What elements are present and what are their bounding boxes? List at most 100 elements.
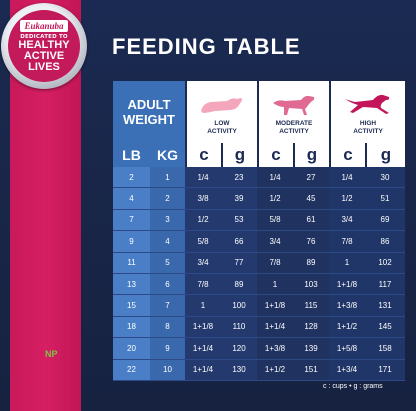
table-cell: 115 — [293, 295, 329, 317]
activity-header-high: HIGH ACTIVITY — [329, 81, 405, 143]
table-cell: 110 — [221, 316, 257, 339]
adult-weight-header-line: WEIGHT — [123, 112, 175, 127]
table-cell: 8 — [150, 316, 185, 339]
table-cell: 30 — [365, 167, 405, 189]
table-cell: 89 — [293, 252, 329, 274]
brand-badge-inner: Eukanuba DEDICATED TO HEALTHY ACTIVE LIV… — [8, 10, 80, 82]
activity-label-line: ACTIVITY — [207, 127, 237, 135]
table-cell: 3/4 — [185, 252, 221, 274]
table-cell: 3/4 — [329, 209, 365, 232]
feeding-table: ADULT WEIGHT LOW ACTIVITY MODERATE ACTIVITY HI… — [113, 81, 405, 381]
table-cell: 6 — [150, 274, 185, 296]
table-cell: 7 — [113, 209, 150, 232]
unit-header-kg-1: KG — [150, 143, 185, 167]
table-cell: 1+3/8 — [329, 295, 365, 317]
table-cell: 1+3/4 — [329, 359, 365, 381]
table-cell: 100 — [221, 295, 257, 317]
badge-tagline-line-1: HEALTHY — [18, 38, 70, 51]
table-cell: 117 — [365, 274, 405, 296]
table-cell: 22 — [113, 359, 150, 381]
unit-header-c-4: c — [257, 143, 293, 167]
table-cell: 151 — [293, 359, 329, 381]
badge-tagline-line-3: LIVES — [28, 60, 60, 73]
table-cell: 1/2 — [257, 188, 293, 210]
table-cell: 131 — [365, 295, 405, 317]
trotting-dog-icon — [269, 89, 319, 117]
table-cell: 23 — [221, 167, 257, 189]
page-title: FEEDING TABLE — [112, 34, 301, 59]
badge-tagline-small: DEDICATED TO — [20, 33, 68, 40]
table-cell: 1/2 — [329, 188, 365, 210]
table-cell: 3/8 — [185, 188, 221, 210]
table-cell: 51 — [365, 188, 405, 210]
table-cell: 1+5/8 — [329, 338, 365, 360]
table-cell: 120 — [221, 338, 257, 360]
table-cell: 45 — [293, 188, 329, 210]
resting-dog-icon — [197, 89, 247, 117]
table-cell: 5 — [150, 252, 185, 274]
unit-header-g-3: g — [221, 143, 257, 167]
table-cell: 89 — [221, 274, 257, 296]
table-cell: 7/8 — [185, 274, 221, 296]
table-cell: 3 — [150, 209, 185, 232]
table-cell: 5/8 — [185, 231, 221, 253]
table-cell: 158 — [365, 338, 405, 360]
table-cell: 7 — [150, 295, 185, 317]
table-cell: 1+1/8 — [329, 274, 365, 296]
table-cell: 4 — [113, 188, 150, 210]
table-cell: 1/4 — [185, 167, 221, 189]
table-cell: 145 — [365, 316, 405, 339]
table-cell: 1 — [185, 295, 221, 317]
table-cell: 1+1/4 — [185, 359, 221, 381]
table-cell: 1/4 — [329, 167, 365, 189]
table-cell: 53 — [221, 209, 257, 232]
table-cell: 11 — [113, 252, 150, 274]
activity-label: LOW ACTIVITY — [207, 120, 237, 136]
table-cell: 18 — [113, 316, 150, 339]
unit-header-g-7: g — [365, 143, 405, 167]
table-cell: 20 — [113, 338, 150, 360]
table-cell: 1+1/4 — [185, 338, 221, 360]
activity-label: MODERATE ACTIVITY — [276, 120, 313, 136]
table-cell: 1+1/8 — [257, 295, 293, 317]
activity-header-low: LOW ACTIVITY — [185, 81, 257, 143]
unit-header-c-2: c — [185, 143, 221, 167]
activity-label-line: LOW — [214, 119, 230, 127]
table-cell: 1+1/2 — [257, 359, 293, 381]
table-cell: 2 — [150, 188, 185, 210]
activity-label-line: MODERATE — [275, 119, 313, 127]
brand-logo: Eukanuba — [20, 19, 68, 32]
table-cell: 9 — [113, 231, 150, 253]
activity-label-line: HIGH — [359, 119, 377, 127]
table-cell: 1/2 — [185, 209, 221, 232]
adult-weight-header-line: ADULT — [127, 97, 171, 112]
unit-header-lb-0: LB — [113, 143, 150, 167]
table-cell: 66 — [221, 231, 257, 253]
adult-weight-header: ADULT WEIGHT — [113, 81, 185, 143]
table-cell: 1 — [150, 167, 185, 189]
table-cell: 3/4 — [257, 231, 293, 253]
table-cell: 7/8 — [329, 231, 365, 253]
table-cell: 4 — [150, 231, 185, 253]
table-cell: 1+1/4 — [257, 316, 293, 339]
activity-label-line: ACTIVITY — [279, 127, 309, 135]
table-cell: 128 — [293, 316, 329, 339]
activity-label-line: ACTIVITY — [353, 127, 383, 135]
unit-header-g-5: g — [293, 143, 329, 167]
badge-tagline-line-2: ACTIVE — [23, 49, 65, 62]
table-cell: 1 — [329, 252, 365, 274]
table-cell: 171 — [365, 359, 405, 381]
table-cell: 139 — [293, 338, 329, 360]
table-cell: 39 — [221, 188, 257, 210]
table-cell: 1+1/2 — [329, 316, 365, 339]
table-cell: 2 — [113, 167, 150, 189]
table-cell: 103 — [293, 274, 329, 296]
units-legend: c : cups • g : grams — [323, 383, 383, 390]
unit-header-c-6: c — [329, 143, 365, 167]
table-cell: 130 — [221, 359, 257, 381]
np-mark: NP — [45, 349, 58, 359]
activity-label: HIGH ACTIVITY — [353, 120, 383, 136]
brand-badge: Eukanuba DEDICATED TO HEALTHY ACTIVE LIV… — [1, 3, 87, 89]
table-cell: 77 — [221, 252, 257, 274]
